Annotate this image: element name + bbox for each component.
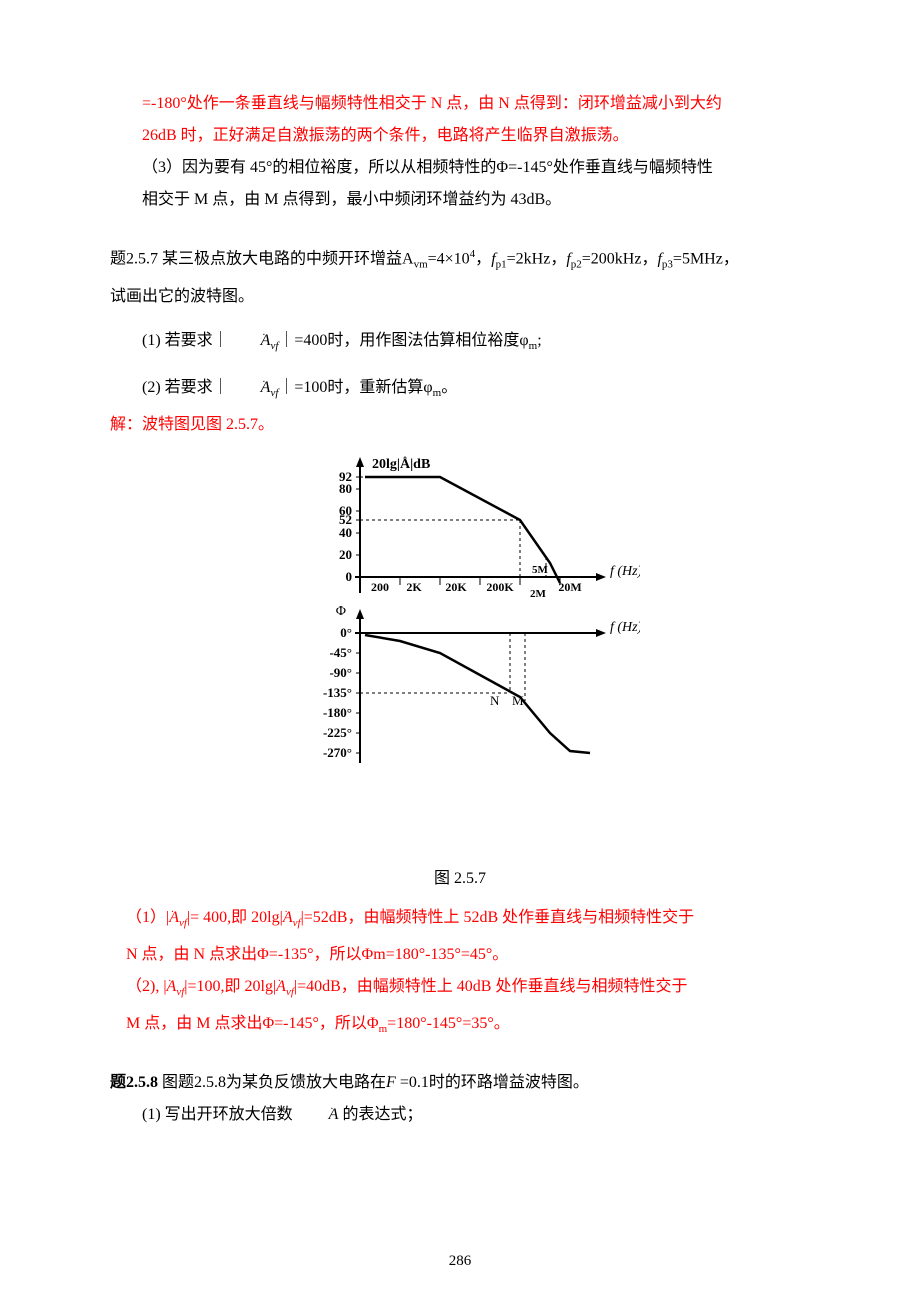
answer-2-line-2: M 点，由 M 点求出Φ=-145°，所以Φm=180°-145°=35°。 xyxy=(110,1010,810,1043)
svg-text:0°: 0° xyxy=(340,625,352,640)
mag-yticks: 92 80 60 52 40 20 0 xyxy=(339,469,360,584)
svg-text:20M: 20M xyxy=(558,580,581,594)
svg-text:0: 0 xyxy=(346,569,353,584)
prev-item-3-line-2: 相交于 M 点，由 M 点得到，最小中频闭环增益约为 43dB。 xyxy=(110,186,810,214)
prev-answer-line-2: 26dB 时，正好满足自激振荡的两个条件，电路将产生临界自激振荡。 xyxy=(110,122,810,150)
prev-item-3-line-1: （3）因为要有 45°的相位裕度，所以从相频特性的Φ=-145°处作垂直线与幅频… xyxy=(110,154,810,182)
svg-text:2M: 2M xyxy=(530,588,547,600)
question-258-stem: 题2.5.8 图题2.5.8为某负反馈放大电路在.F =0.1时的环路增益波特图… xyxy=(110,1069,810,1097)
phase-point-m: M xyxy=(512,693,524,708)
page-number: 286 xyxy=(0,1253,920,1270)
svg-text:-90°: -90° xyxy=(329,665,352,680)
answer-2-line-1: （2), |.Avf|=100,即 20lg|.Avf|=40dB，由幅频特性上… xyxy=(110,973,810,1006)
mag-title: 20lg|Å|dB xyxy=(372,456,430,472)
answer-1-line-1: （1）|.Avf|= 400,即 20lg|.Avf|=52dB，由幅频特性上 … xyxy=(110,904,810,937)
question-257-stem-2: 试画出它的波特图。 xyxy=(110,283,810,311)
magnitude-plot: 20lg|Å|dB 92 80 60 52 40 20 0 200 2K 20K… xyxy=(339,456,640,600)
svg-text:20: 20 xyxy=(339,547,352,562)
svg-text:-225°: -225° xyxy=(323,725,352,740)
mag-xlabel: f (Hz) xyxy=(610,564,640,579)
answer-1-line-2: N 点，由 N 点求出Φ=-135°，所以Φm=180°-135°=45°。 xyxy=(110,941,810,969)
question-258-part-1: (1) 写出开环放大倍数 .A 的表达式； xyxy=(110,1101,810,1129)
phase-yticks: 0° -45° -90° -135° -180° -225° -270° xyxy=(323,625,360,760)
bode-plot-svg: 20lg|Å|dB 92 80 60 52 40 20 0 200 2K 20K… xyxy=(280,453,640,853)
solution-label: 解：波特图见图 2.5.7。 xyxy=(110,411,810,439)
svg-text:2K: 2K xyxy=(406,580,422,594)
bode-caption: 图 2.5.7 xyxy=(110,864,810,888)
svg-text:-180°: -180° xyxy=(323,705,352,720)
mag-xticks: 200 2K 20K 200K 2M 5M 20M xyxy=(371,564,582,600)
svg-text:40: 40 xyxy=(339,525,352,540)
question-257-stem: 题2.5.7 某三极点放大电路的中频开环增益Avm=4×104，fp1=2kHz… xyxy=(110,240,810,279)
phase-curve xyxy=(365,635,590,753)
svg-text:Φ: Φ xyxy=(336,604,346,619)
svg-text:80: 80 xyxy=(339,481,352,496)
phase-point-n: N xyxy=(490,693,500,708)
svg-text:-270°: -270° xyxy=(323,745,352,760)
svg-text:200: 200 xyxy=(371,580,389,594)
svg-text:-45°: -45° xyxy=(329,645,352,660)
svg-text:200K: 200K xyxy=(486,580,514,594)
phase-plot: Φ f (Hz) 0° -45° -90° -135° -180° -225° … xyxy=(323,604,640,763)
svg-text:20K: 20K xyxy=(445,580,467,594)
prev-answer-line-1: =-180°处作一条垂直线与幅频特性相交于 N 点，由 N 点得到：闭环增益减小… xyxy=(110,90,810,118)
question-257-part-1: (1) 若要求｜.Avf｜=400时，用作图法估算相位裕度φm; xyxy=(110,327,810,360)
question-257-part-2: (2) 若要求｜.Avf｜=100时，重新估算φm。 xyxy=(110,374,810,407)
bode-plot-figure: 20lg|Å|dB 92 80 60 52 40 20 0 200 2K 20K… xyxy=(110,453,810,858)
svg-text:-135°: -135° xyxy=(323,685,352,700)
phase-xlabel: f (Hz) xyxy=(610,620,640,635)
magnitude-curve xyxy=(365,477,560,583)
